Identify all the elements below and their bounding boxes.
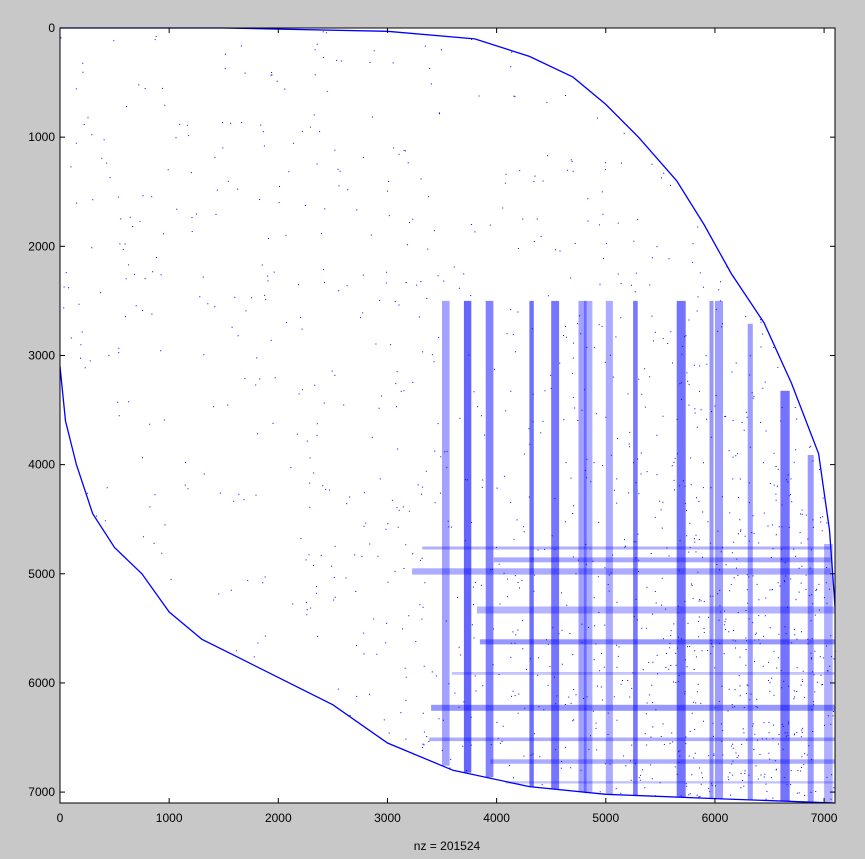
- y-tick-label: 1000: [28, 130, 55, 144]
- dense-column-band: [605, 300, 613, 795]
- x-tick-label: 0: [57, 811, 64, 825]
- x-tick-label: 7000: [811, 811, 838, 825]
- x-tick-label: 3000: [374, 811, 401, 825]
- dense-column-band: [485, 300, 494, 778]
- dense-row-band: [451, 672, 835, 675]
- dense-column-band: [578, 300, 587, 792]
- x-axis: 0 1000 2000 3000 4000 5000 6000 7000: [57, 28, 838, 825]
- dense-row-band: [422, 546, 831, 550]
- dense-row-band: [493, 557, 831, 563]
- dense-row-band: [429, 737, 835, 742]
- x-tick-label: 2000: [265, 811, 292, 825]
- y-tick-label: 4000: [28, 458, 55, 472]
- y-tick-label: 0: [48, 21, 55, 35]
- y-tick-label: 7000: [28, 785, 55, 799]
- dense-column-band: [583, 300, 593, 793]
- dense-column-band: [551, 300, 560, 789]
- x-tick-label: 6000: [702, 811, 729, 825]
- x-axis-label: nz = 201524: [414, 839, 481, 853]
- y-tick-label: 2000: [28, 239, 55, 253]
- y-tick-label: 3000: [28, 348, 55, 362]
- axes-frame: [59, 27, 836, 804]
- x-tick-label: 1000: [156, 811, 183, 825]
- dense-row-band: [490, 759, 835, 764]
- dense-column-band: [676, 300, 686, 798]
- lower-boundary-line: [59, 366, 836, 804]
- dense-column-band: [747, 323, 753, 800]
- axes-background: [60, 28, 835, 803]
- dense-column-band: [807, 455, 814, 802]
- y-axis: 0 1000 2000 3000 4000 5000 6000 7000: [28, 21, 835, 799]
- dense-column-band: [633, 300, 638, 796]
- dense-row-band: [431, 704, 835, 711]
- upper-boundary-line: [60, 27, 836, 607]
- dense-row-band: [505, 781, 835, 784]
- dense-column-band: [780, 390, 790, 801]
- dense-row-band: [476, 606, 835, 614]
- dense-column-band: [709, 300, 714, 799]
- dense-column-band: [824, 544, 833, 803]
- dense-column-band: [529, 300, 534, 787]
- dense-column-band: [714, 300, 723, 799]
- x-tick-label: 4000: [483, 811, 510, 825]
- y-tick-label: 6000: [28, 676, 55, 690]
- dense-row-band: [412, 568, 831, 575]
- dense-row-band: [479, 639, 835, 645]
- y-tick-label: 5000: [28, 567, 55, 581]
- dense-blocks: [412, 300, 835, 803]
- dense-column-band: [442, 300, 450, 766]
- x-tick-label: 5000: [592, 811, 619, 825]
- dense-column-band: [463, 300, 472, 773]
